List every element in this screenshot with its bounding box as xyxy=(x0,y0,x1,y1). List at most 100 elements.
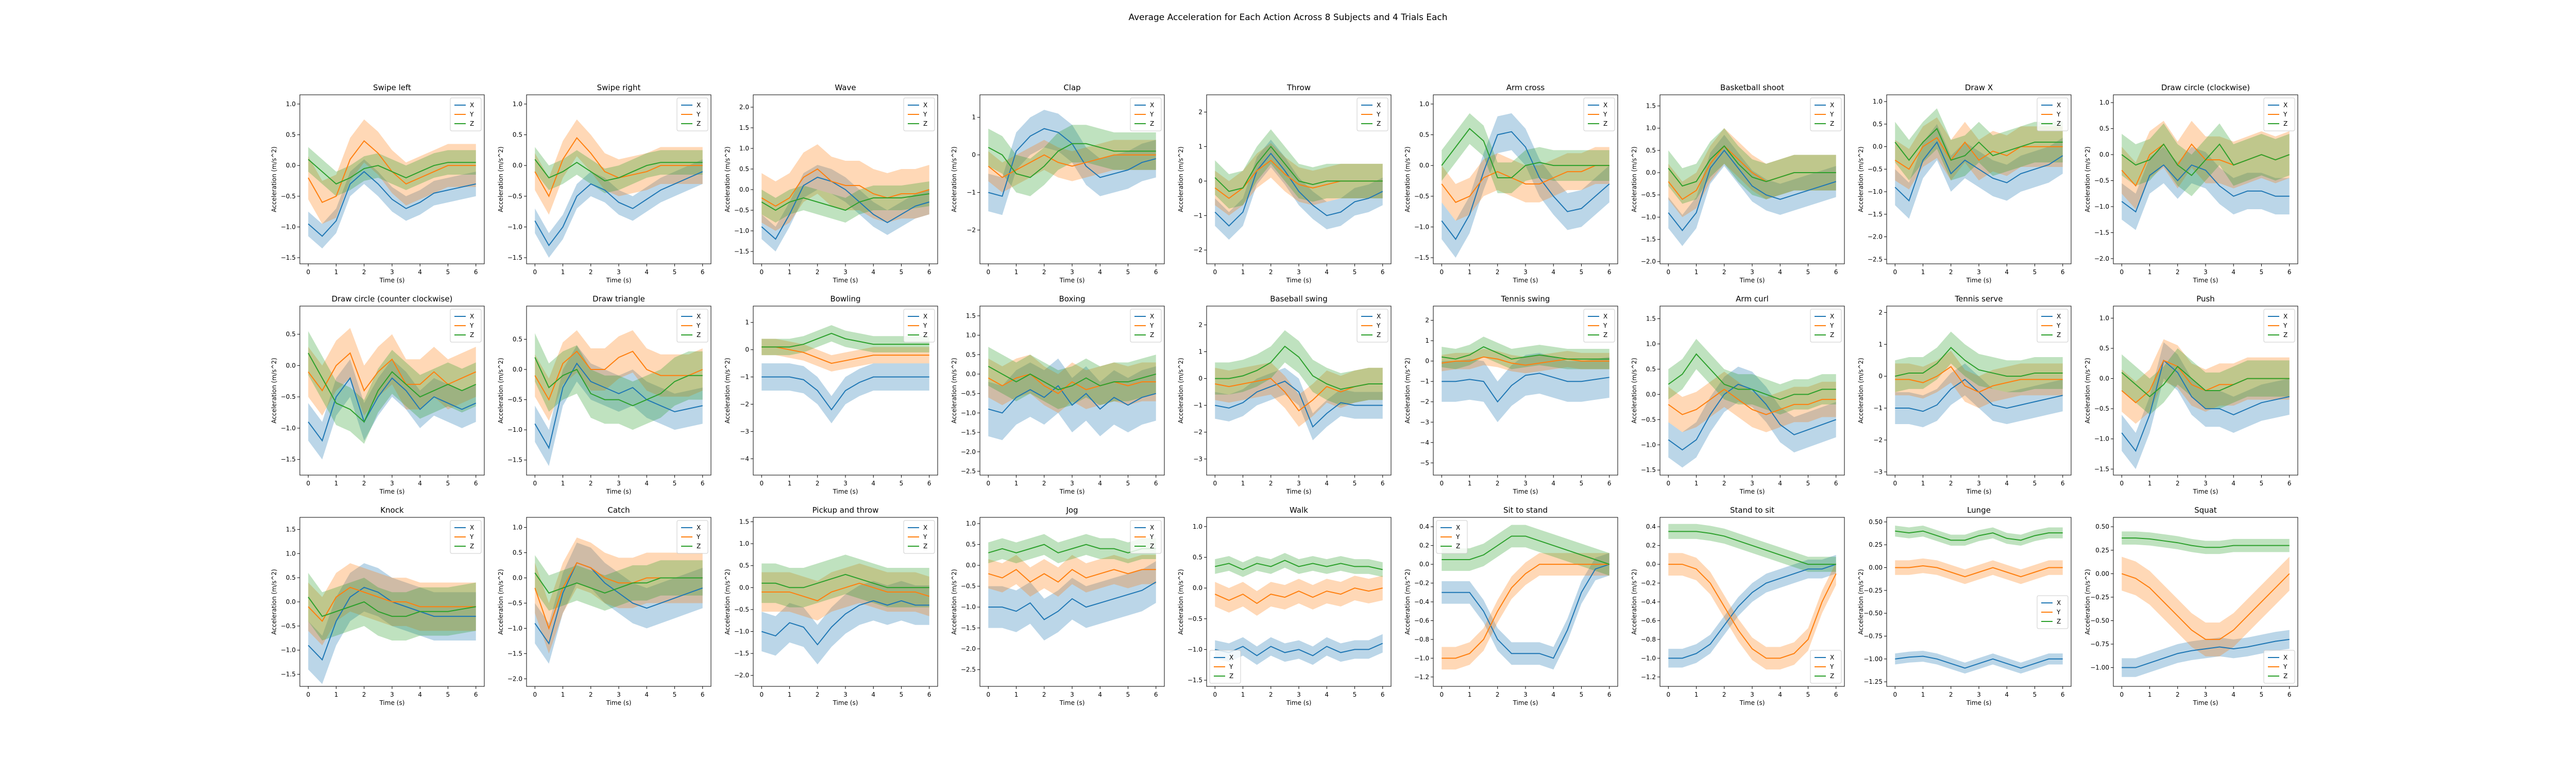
y-tick-label: −1.0 xyxy=(1414,223,1429,230)
line-x xyxy=(308,377,477,442)
x-tick-label: 1 xyxy=(561,691,565,698)
line-z xyxy=(1215,345,1383,390)
subplot-title: Clap xyxy=(1063,83,1080,92)
plot-area xyxy=(761,325,929,424)
x-tick-label: 6 xyxy=(2061,480,2065,487)
line-y xyxy=(2121,573,2290,640)
band-z xyxy=(761,181,929,223)
y-tick-label: 1 xyxy=(1198,143,1202,150)
x-tick-label: 0 xyxy=(533,480,537,487)
y-axis-label: Acceleration (m/s^2) xyxy=(1631,358,1638,423)
legend-label: Y xyxy=(1376,111,1381,118)
line-z xyxy=(2122,537,2290,548)
x-tick-label: 0 xyxy=(2120,691,2124,698)
x-tick-label: 4 xyxy=(1551,268,1555,276)
y-axis-label: Acceleration (m/s^2) xyxy=(724,358,731,423)
y-tick-label: 0.4 xyxy=(1419,523,1429,530)
x-tick-label: 3 xyxy=(390,268,394,276)
x-tick-label: 5 xyxy=(900,268,904,276)
x-tick-label: 3 xyxy=(1977,480,1981,487)
band-z xyxy=(1895,108,2063,181)
y-tick-label: −1.0 xyxy=(281,647,296,654)
x-tick-label: 5 xyxy=(1580,268,1584,276)
legend-label: X xyxy=(2283,102,2287,109)
band-x xyxy=(1895,363,2063,428)
x-tick-label: 2 xyxy=(1949,480,1953,487)
legend: XYZ xyxy=(1810,650,1842,684)
y-tick-label: −3 xyxy=(1420,418,1429,426)
y-tick-label: −2.0 xyxy=(961,645,976,652)
line-z xyxy=(1214,145,1383,192)
y-tick-label: 0.50 xyxy=(2095,523,2109,530)
x-tick-label: 5 xyxy=(673,691,677,698)
y-tick-label: 0.5 xyxy=(1193,554,1202,561)
band-x xyxy=(1442,553,1609,670)
legend: XYZ xyxy=(2037,309,2069,343)
y-tick-label: 1.0 xyxy=(739,540,749,547)
y-axis-label: Acceleration (m/s^2) xyxy=(724,569,731,634)
line-z xyxy=(2121,143,2290,176)
band-z xyxy=(2122,531,2290,554)
x-tick-label: 5 xyxy=(1126,268,1130,276)
y-tick-label: 1 xyxy=(1425,337,1429,344)
subplot: 0 1 2 3 4 5 6 −1.5 −1.0 −0.5 0.0 0.5 1.0 Push Time (s)… xyxy=(2084,294,2298,495)
legend-label: Z xyxy=(2057,120,2061,127)
subplot-title: Arm cross xyxy=(1506,83,1545,92)
subplot: 0 1 2 3 4 5 6 −2.0 −1.5 −1.0 −0.5 0.0 0.5 1.0 1.5 Picku… xyxy=(724,506,938,706)
legend-label: Y xyxy=(2283,111,2287,118)
subplot: 0 1 2 3 4 5 6 −1.5 −1.0 −0.5 0.0 0.5 Draw triangle Ti… xyxy=(497,294,711,495)
plot-area xyxy=(2121,531,2290,677)
x-tick-label: 2 xyxy=(816,691,820,698)
band-y xyxy=(1215,143,1383,216)
x-tick-label: 1 xyxy=(788,268,792,276)
y-axis-label: Acceleration (m/s^2) xyxy=(1177,146,1184,212)
x-tick-label: 1 xyxy=(1468,480,1472,487)
x-tick-label: 1 xyxy=(1014,268,1019,276)
y-tick-label: −1 xyxy=(1193,402,1202,409)
y-tick-label: 0.5 xyxy=(513,131,522,139)
y-tick-label: 0.0 xyxy=(1419,162,1429,169)
line-y xyxy=(308,586,476,622)
legend-label: Y xyxy=(1149,322,1154,329)
x-axis-label: Time (s) xyxy=(1513,488,1538,495)
y-tick-label: 0.0 xyxy=(966,370,976,378)
legend-label: X xyxy=(1830,654,1834,661)
legend-label: X xyxy=(697,313,701,320)
legend-label: Z xyxy=(470,120,474,127)
x-axis-label: Time (s) xyxy=(1966,277,1992,284)
y-tick-label: 1.0 xyxy=(2099,314,2109,322)
x-tick-label: 2 xyxy=(816,268,820,276)
y-tick-label: 1.0 xyxy=(1419,100,1429,108)
plot-area xyxy=(1215,330,1383,441)
y-tick-label: −0.25 xyxy=(2090,594,2109,601)
line-y xyxy=(1442,356,1609,366)
y-tick-label: −5 xyxy=(1420,459,1429,466)
plot-area xyxy=(1214,129,1383,240)
legend-label: X xyxy=(1603,102,1607,109)
band-y xyxy=(1442,553,1609,670)
band-z xyxy=(988,347,1156,409)
y-tick-label: −0.5 xyxy=(2094,405,2109,412)
y-tick-label: −1.5 xyxy=(734,248,749,255)
y-tick-label: −1.5 xyxy=(281,456,296,463)
x-tick-label: 4 xyxy=(2005,480,2009,487)
legend-label: Y xyxy=(696,111,701,118)
y-tick-label: 0.00 xyxy=(1869,564,1883,571)
plot-area xyxy=(534,330,703,466)
x-tick-label: 4 xyxy=(418,480,422,487)
legend-label: X xyxy=(1150,524,1154,531)
x-tick-label: 6 xyxy=(1154,268,1158,276)
subplot-title: Draw X xyxy=(1965,83,1993,92)
y-tick-label: −2.5 xyxy=(961,467,976,475)
line-z xyxy=(1215,560,1383,570)
legend-label: Z xyxy=(697,331,701,339)
legend-label: Y xyxy=(2283,663,2287,670)
legend-label: Z xyxy=(1456,543,1460,550)
legend: XYZ xyxy=(903,97,935,131)
plot-area xyxy=(1214,553,1383,665)
legend-label: X xyxy=(2057,313,2061,320)
y-tick-label: −1.0 xyxy=(1414,654,1429,662)
y-tick-label: 2 xyxy=(1425,317,1429,324)
line-y xyxy=(534,350,703,401)
x-tick-label: 1 xyxy=(1241,268,1245,276)
